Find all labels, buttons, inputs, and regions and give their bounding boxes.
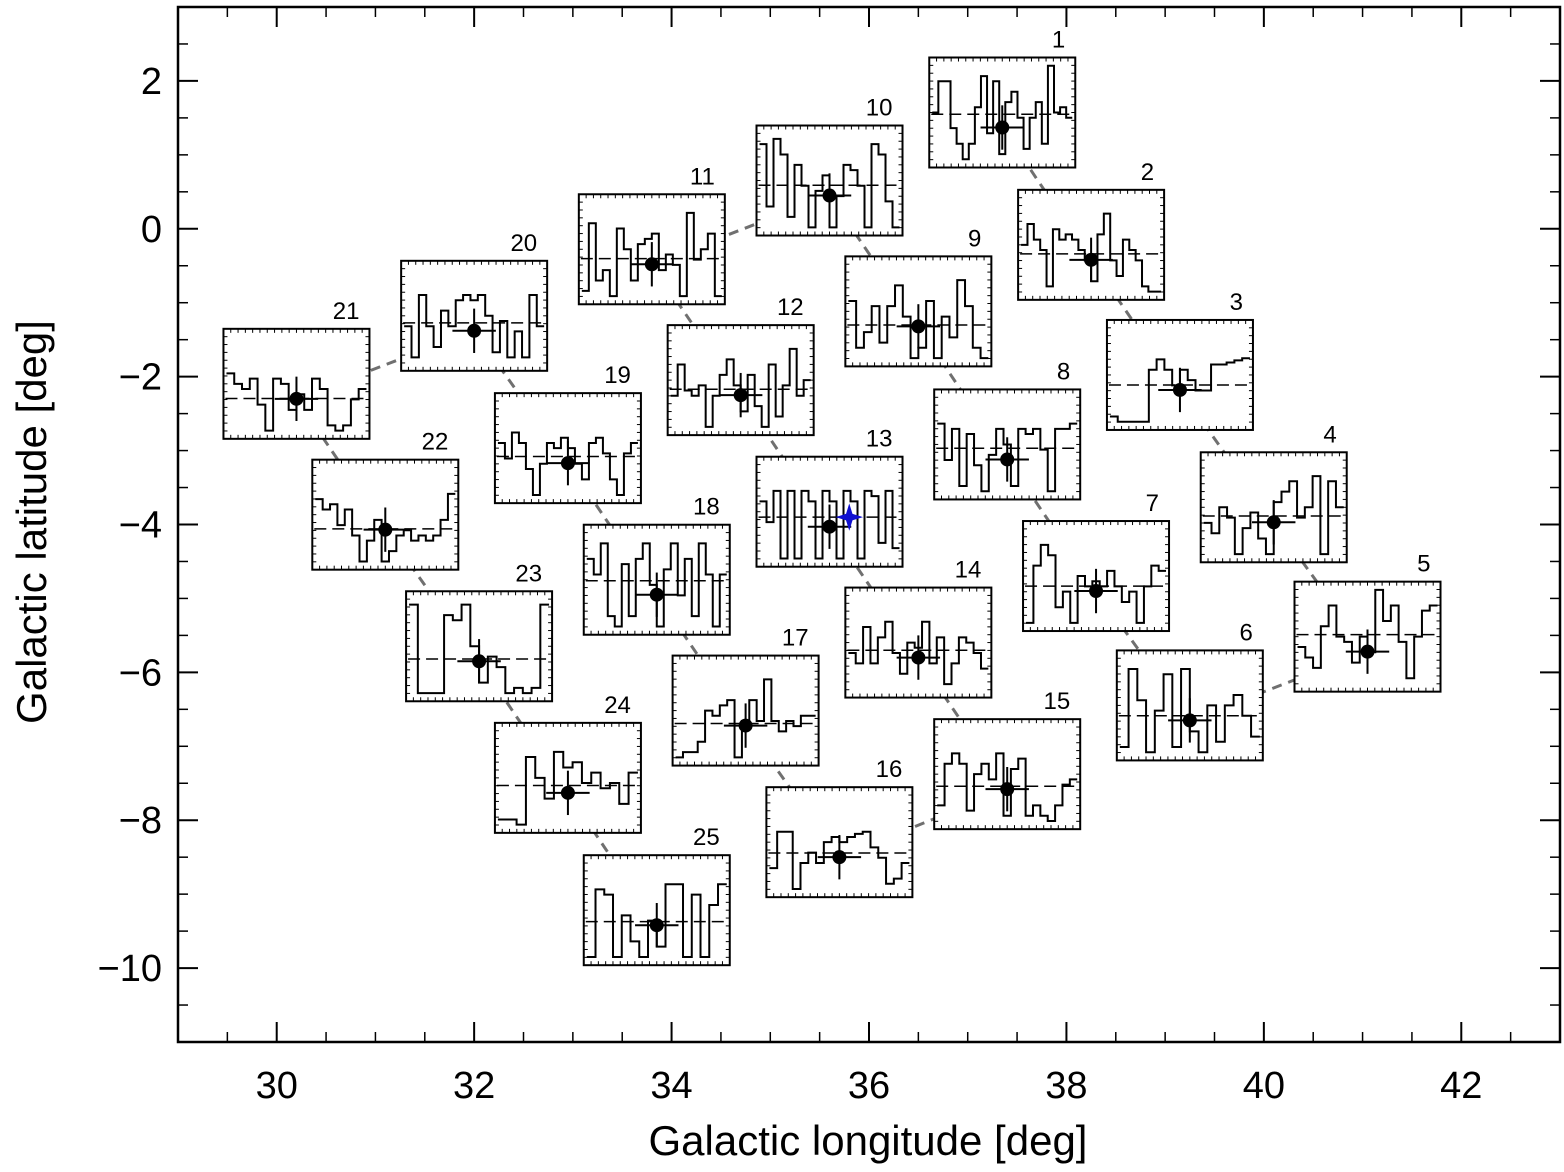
data-point (1084, 253, 1098, 267)
data-point (823, 189, 837, 203)
data-point (1183, 713, 1197, 727)
y-tick-label: −2 (119, 357, 162, 399)
y-axis-title: Galactic latitude [deg] (8, 320, 55, 724)
data-point (823, 520, 837, 534)
panel-number-label: 14 (955, 557, 982, 584)
y-tick-label: 0 (141, 209, 162, 251)
y-tick-label: −10 (98, 948, 162, 990)
panel-number-label: 1 (1052, 27, 1065, 54)
panel-number-label: 22 (422, 429, 449, 456)
panel-number-label: 12 (777, 294, 804, 321)
data-point (467, 324, 481, 338)
panel-number-label: 18 (693, 494, 720, 521)
panel-number-label: 7 (1146, 490, 1159, 517)
y-tick-label: −4 (119, 505, 162, 547)
data-point (1361, 645, 1375, 659)
x-tick-label: 40 (1243, 1065, 1285, 1107)
data-point (1000, 452, 1014, 466)
data-point (734, 388, 748, 402)
data-point (650, 918, 664, 932)
panel-number-label: 25 (693, 824, 720, 851)
data-point (561, 786, 575, 800)
panel-number-label: 4 (1323, 421, 1336, 448)
panel-number-label: 8 (1057, 358, 1070, 385)
data-point (1267, 515, 1281, 529)
data-point (911, 319, 925, 333)
data-point (1089, 584, 1103, 598)
panel-number-label: 20 (510, 230, 537, 257)
data-point (832, 850, 846, 864)
panel-number-label: 11 (690, 163, 715, 190)
data-point (995, 121, 1009, 135)
data-point (561, 456, 575, 470)
data-point (472, 654, 486, 668)
panel-number-label: 6 (1239, 619, 1252, 646)
y-tick-label: −6 (119, 652, 162, 694)
x-tick-label: 32 (453, 1065, 495, 1107)
panel-number-label: 19 (604, 362, 631, 389)
x-tick-label: 38 (1045, 1065, 1087, 1107)
data-point (911, 651, 925, 665)
data-point (378, 523, 392, 537)
data-point (739, 719, 753, 733)
panel-number-label: 2 (1141, 159, 1154, 186)
data-point (1000, 782, 1014, 796)
data-point (645, 257, 659, 271)
panel-number-label: 10 (866, 95, 893, 122)
y-tick-label: −8 (119, 800, 162, 842)
panel-number-label: 15 (1043, 688, 1070, 715)
panel-number-label: 9 (968, 225, 981, 252)
panel-number-label: 24 (604, 692, 631, 719)
panel-number-label: 5 (1417, 551, 1430, 578)
data-point (289, 392, 303, 406)
panel-number-label: 13 (866, 426, 893, 453)
x-tick-label: 42 (1440, 1065, 1482, 1107)
panel-number-label: 17 (782, 625, 809, 652)
x-tick-label: 30 (256, 1065, 298, 1107)
panel-number-label: 16 (876, 756, 903, 783)
data-point (1173, 383, 1187, 397)
y-tick-label: 2 (141, 61, 162, 103)
x-tick-label: 34 (650, 1065, 692, 1107)
x-axis-title: Galactic longitude [deg] (649, 1117, 1088, 1164)
data-point (650, 588, 664, 602)
x-tick-label: 36 (848, 1065, 890, 1107)
panel-layer: 1234567891011121314151617181920212223242… (223, 27, 1440, 966)
panel-number-label: 21 (333, 298, 360, 325)
panel-number-label: 3 (1230, 289, 1243, 316)
panel-number-label: 23 (515, 560, 542, 587)
